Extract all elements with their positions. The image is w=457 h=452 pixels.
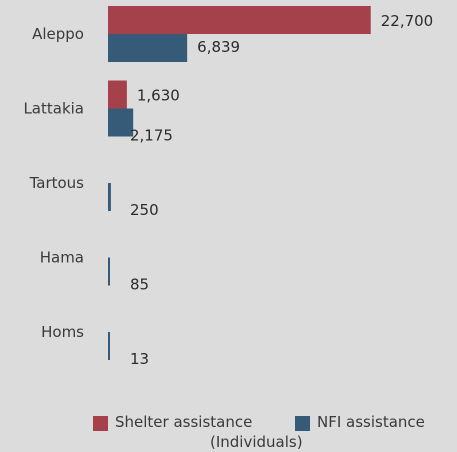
bar-nfi-lattakia (108, 108, 134, 137)
category-label-lattakia: Lattakia (23, 100, 84, 118)
value-label-nfi-tartous: 250 (130, 201, 159, 219)
bar-shelter-aleppo (108, 6, 371, 34)
plot-area: Aleppo 22,700 6,839 Lattakia 1,630 2,175 Tarto… (23, 6, 433, 368)
legend-label-nfi: NFI assistance (317, 413, 425, 431)
category-label-tartous: Tartous (29, 174, 85, 192)
value-label-nfi-hama: 85 (130, 276, 149, 294)
value-label-shelter-lattakia: 1,630 (137, 87, 180, 105)
legend: Shelter assistance (Individuals) NFI ass… (93, 413, 425, 451)
category-label-homs: Homs (41, 323, 84, 341)
bar-shelter-lattakia (108, 80, 127, 109)
legend-label-shelter-line2: (Individuals) (210, 433, 303, 451)
value-label-nfi-lattakia: 2,175 (130, 127, 173, 145)
bar-nfi-homs (108, 332, 110, 360)
legend-swatch-nfi (295, 416, 310, 431)
category-label-hama: Hama (40, 249, 84, 267)
value-label-shelter-aleppo: 22,700 (381, 12, 434, 30)
bar-nfi-aleppo (108, 34, 188, 62)
value-label-nfi-homs: 13 (130, 350, 149, 368)
legend-swatch-shelter (93, 416, 108, 431)
bar-nfi-hama (108, 257, 110, 286)
bar-nfi-tartous (108, 183, 111, 211)
category-label-aleppo: Aleppo (32, 25, 84, 43)
legend-label-shelter: Shelter assistance (115, 413, 252, 431)
value-label-nfi-aleppo: 6,839 (197, 38, 240, 56)
